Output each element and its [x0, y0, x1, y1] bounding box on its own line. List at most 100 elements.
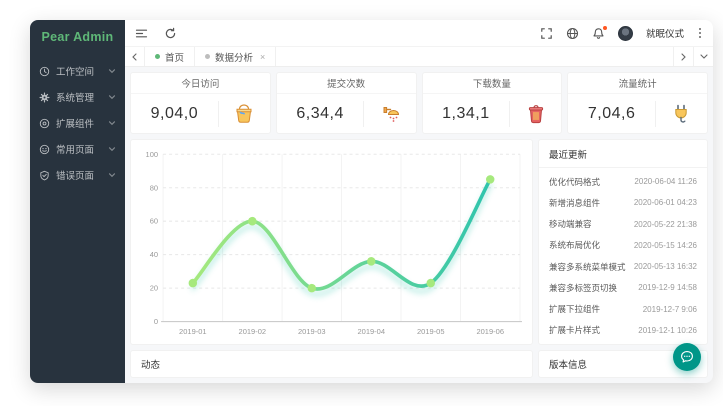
svg-text:2019-06: 2019-06	[476, 327, 504, 336]
chevron-down-icon	[108, 67, 116, 75]
sidebar-item-label: 系统管理	[56, 93, 95, 104]
sidebar: Pear Admin 工作空间 系统管理	[30, 20, 125, 383]
tab-home[interactable]: 首页	[145, 47, 196, 66]
tab-label: 首页	[165, 52, 185, 64]
tabbar-right-controls	[673, 47, 713, 66]
stat-cards-row: 今日访问 9,04,0 提交次数 6,34,4	[130, 72, 708, 134]
shield-check-icon	[39, 170, 50, 181]
sidebar-item-label: 错误页面	[56, 171, 95, 182]
navbar-left	[135, 27, 177, 40]
chevron-down-icon	[108, 171, 116, 179]
stat-value: 9,04,0	[150, 104, 199, 122]
chevron-down-icon	[108, 145, 116, 153]
sidebar-item-label: 工作空间	[56, 67, 95, 78]
update-date: 2020-06-04 11:26	[634, 177, 697, 187]
svg-text:2019-01: 2019-01	[179, 327, 207, 336]
stat-card-traffic[interactable]: 流量统计 7,04,6	[567, 72, 708, 134]
sidebar-item-extensions[interactable]: 扩展组件	[30, 110, 125, 136]
list-item[interactable]: 优化代码格式 2020-06-04 11:26	[549, 176, 697, 188]
user-avatar[interactable]	[617, 25, 633, 41]
list-item[interactable]: 扩展卡片样式 2019-12-1 10:26	[549, 324, 697, 336]
refresh-icon[interactable]	[164, 27, 177, 40]
list-item[interactable]: 新增消息组件 2020-06-01 04:23	[549, 197, 697, 209]
tab-label: 数据分析	[215, 52, 254, 64]
more-options-icon[interactable]	[697, 28, 703, 38]
clock-icon	[39, 66, 50, 77]
language-globe-icon[interactable]	[566, 27, 579, 40]
tabs-scroll-left-icon[interactable]	[125, 47, 145, 66]
sidebar-item-system[interactable]: 系统管理	[30, 84, 125, 110]
notification-badge-dot	[602, 25, 607, 30]
stat-card-commits[interactable]: 提交次数 6,34,4	[275, 72, 417, 134]
chevron-down-icon	[108, 119, 116, 127]
svg-text:20: 20	[150, 284, 158, 293]
sidebar-item-label: 常用页面	[56, 145, 95, 156]
stat-title: 下载数量	[422, 73, 562, 94]
update-name: 移动端兼容	[549, 219, 592, 230]
divider	[654, 100, 656, 127]
gear-icon	[39, 92, 50, 103]
shower-icon	[364, 103, 415, 125]
list-item[interactable]: 兼容多系统菜单模式 2020-05-13 16:32	[549, 261, 697, 273]
tab-bar: 首页 数据分析 ×	[125, 47, 713, 67]
panel-title: 动态	[141, 360, 161, 371]
feedback-chat-button[interactable]	[673, 343, 701, 371]
collapse-menu-icon[interactable]	[135, 27, 148, 40]
update-date: 2020-05-15 14:26	[633, 240, 697, 250]
chevron-down-icon	[108, 93, 116, 101]
tabs-menu-chevron-icon[interactable]	[693, 47, 713, 66]
update-name: 兼容多标签页切换	[549, 282, 618, 293]
activity-panel: 动态	[130, 350, 533, 378]
svg-text:60: 60	[150, 217, 158, 226]
fullscreen-icon[interactable]	[540, 27, 553, 40]
paint-bucket-icon	[219, 103, 270, 125]
stat-card-visits[interactable]: 今日访问 9,04,0	[130, 72, 271, 134]
tab-active-dot	[155, 54, 160, 59]
chat-bubble-icon	[681, 351, 693, 363]
list-item[interactable]: 系统布局优化 2020-05-15 14:26	[549, 239, 697, 251]
smiley-icon	[39, 144, 50, 155]
update-name: 系统布局优化	[549, 240, 601, 251]
update-name: 扩展卡片样式	[549, 325, 601, 336]
list-item[interactable]: 扩展下拉组件 2019-12-7 9:06	[549, 303, 697, 315]
middle-row: 0 20 40 60 80 100 2019-01 2019-02 2019-03 2019-04…	[130, 139, 708, 345]
sidebar-item-label: 扩展组件	[56, 119, 95, 130]
sidebar-item-workspace[interactable]: 工作空间	[30, 58, 125, 84]
list-item[interactable]: 兼容多标签页切换 2019-12-9 14:58	[549, 282, 697, 294]
divider	[363, 100, 365, 127]
update-name: 兼容多系统菜单模式	[549, 261, 626, 272]
list-item[interactable]: 移动端兼容 2020-05-22 21:38	[549, 218, 697, 230]
update-name: 新增消息组件	[549, 197, 601, 208]
update-date: 2020-05-13 16:32	[633, 262, 697, 272]
visits-line-chart[interactable]: 0 20 40 60 80 100 2019-01 2019-02 2019-03 2019-04…	[131, 140, 532, 344]
svg-text:2019-02: 2019-02	[239, 327, 267, 336]
update-date: 2019-12-1 10:26	[638, 325, 697, 335]
tab-data-analysis[interactable]: 数据分析 ×	[195, 47, 277, 66]
notification-bell-icon[interactable]	[592, 25, 607, 40]
sidebar-item-pages[interactable]: 常用页面	[30, 136, 125, 162]
app-logo[interactable]: Pear Admin	[41, 30, 114, 44]
recent-updates-panel: 最近更新 优化代码格式 2020-06-04 11:26 新增消息组件 2020-0…	[538, 139, 708, 345]
stat-value: 7,04,6	[587, 104, 636, 122]
navbar-right: 就眠仪式	[540, 25, 703, 41]
stat-title: 提交次数	[276, 73, 416, 94]
sidebar-item-errors[interactable]: 错误页面	[30, 162, 125, 188]
username-label[interactable]: 就眠仪式	[645, 29, 684, 40]
update-name: 优化代码格式	[549, 176, 601, 187]
svg-text:2019-05: 2019-05	[417, 327, 445, 336]
svg-text:80: 80	[150, 183, 158, 192]
tab-close-icon[interactable]: ×	[260, 51, 266, 62]
stat-card-downloads[interactable]: 下载数量 1,34,1	[421, 72, 563, 134]
plugin-icon	[39, 118, 50, 129]
plug-icon	[656, 103, 707, 125]
stat-value: 1,34,1	[442, 104, 490, 122]
svg-text:0: 0	[154, 317, 158, 326]
trash-icon	[510, 103, 561, 125]
tabs-scroll-right-icon[interactable]	[673, 47, 693, 66]
update-date: 2019-12-9 14:58	[638, 283, 697, 293]
update-name: 扩展下拉组件	[549, 304, 601, 315]
panel-title: 最近更新	[539, 140, 707, 168]
panel-title: 版本信息	[549, 360, 588, 371]
app-window: Pear Admin 工作空间 系统管理	[30, 20, 713, 383]
updates-list: 优化代码格式 2020-06-04 11:26 新增消息组件 2020-06-01 …	[539, 168, 707, 344]
